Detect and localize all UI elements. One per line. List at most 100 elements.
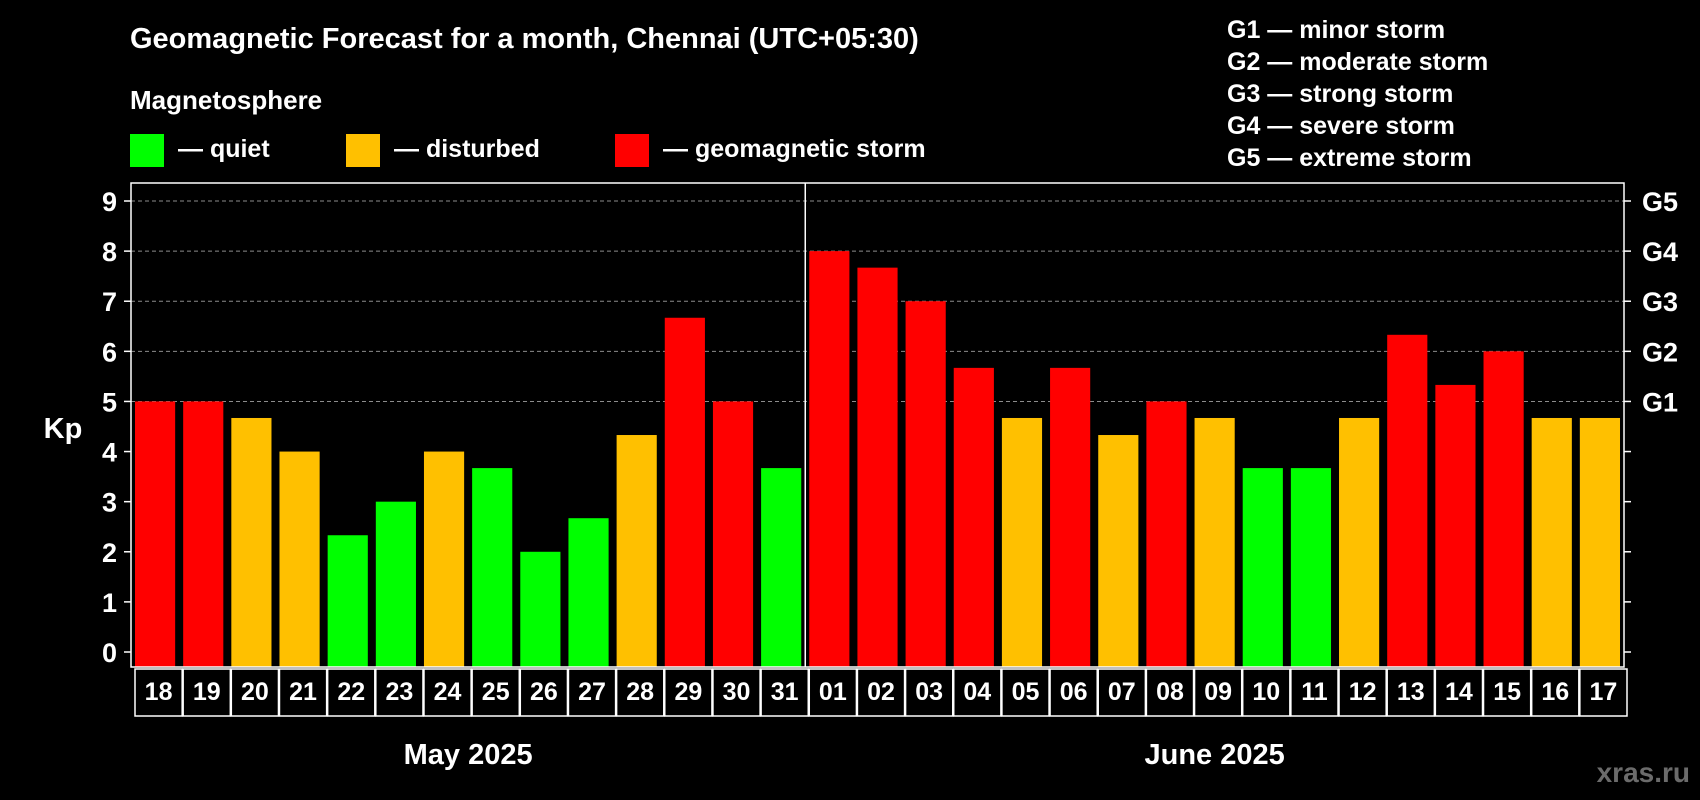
legend-label-0: — quiet (178, 135, 270, 163)
bar-18 (135, 401, 176, 667)
day-label-29: 29 (674, 678, 702, 706)
day-label-22: 22 (337, 678, 365, 706)
day-label-09: 09 (1204, 678, 1232, 706)
day-label-31: 31 (771, 678, 799, 706)
storm-scale-item-1: G2 — moderate storm (1227, 48, 1488, 76)
right-tick-label-G5: G5 (1642, 187, 1678, 217)
day-box-16 (1530, 668, 1580, 717)
right-tick-label-G4: G4 (1642, 237, 1678, 267)
bar-10 (1242, 468, 1283, 667)
day-label-27: 27 (578, 678, 606, 706)
bar-15 (1483, 351, 1524, 667)
right-tick-label-G2: G2 (1642, 337, 1678, 367)
day-box-12 (1338, 668, 1387, 717)
day-box-15 (1482, 668, 1532, 717)
day-label-18: 18 (145, 678, 173, 706)
day-box-09 (1193, 668, 1243, 717)
bar-17 (1579, 417, 1620, 667)
day-label-06: 06 (1060, 678, 1088, 706)
bar-08 (1146, 401, 1187, 667)
day-box-17 (1579, 668, 1628, 717)
day-box-25 (471, 668, 521, 717)
storm-scale-item-3: G4 — severe storm (1227, 112, 1455, 140)
right-tick-label-G1: G1 (1642, 387, 1678, 417)
magnetosphere-label: Magnetosphere (130, 85, 322, 115)
bar-07 (1098, 435, 1139, 667)
day-box-08 (1145, 668, 1195, 717)
bar-25 (472, 468, 513, 667)
day-label-21: 21 (289, 678, 317, 706)
bar-13 (1387, 334, 1428, 667)
chart-title: Geomagnetic Forecast for a month, Chenna… (130, 23, 919, 55)
day-label-15: 15 (1493, 678, 1521, 706)
day-box-24 (423, 668, 472, 717)
y-tick-label-2: 2 (102, 538, 117, 568)
month-labels: May 2025 June 2025 (404, 739, 1285, 771)
bar-27 (568, 518, 609, 667)
x-axis-day-labels: 18 19 20 21 22 23 24 25 26 27 28 29 30 31 01 02 03 04 05 06… (134, 668, 1628, 717)
g-scale-ticks: G1 G2 G3 G4 G5 (1624, 187, 1678, 653)
day-label-07: 07 (1108, 678, 1136, 706)
day-box-03 (904, 668, 954, 717)
day-box-28 (615, 668, 665, 717)
day-label-23: 23 (385, 678, 413, 706)
bar-11 (1290, 468, 1332, 667)
day-label-17: 17 (1590, 678, 1618, 706)
day-label-20: 20 (241, 678, 269, 706)
legend-swatch-2 (615, 134, 649, 167)
day-box-13 (1386, 668, 1436, 717)
day-box-18 (134, 668, 183, 717)
day-box-30 (712, 668, 761, 717)
month-label-1: June 2025 (1144, 739, 1284, 771)
day-box-23 (375, 668, 424, 717)
legend: — quiet — disturbed — geomagnetic storm (130, 134, 926, 167)
bar-21 (279, 451, 320, 667)
y-tick-label-0: 0 (102, 638, 117, 668)
day-label-30: 30 (723, 678, 751, 706)
y-tick-label-8: 8 (102, 237, 117, 267)
day-label-14: 14 (1445, 678, 1473, 706)
day-box-27 (567, 668, 617, 717)
watermark: xras.ru (1597, 757, 1690, 788)
bar-03 (905, 301, 946, 667)
bar-31 (761, 468, 802, 667)
y-axis-label: Kp (44, 413, 83, 445)
day-label-08: 08 (1156, 678, 1184, 706)
storm-scale-item-4: G5 — extreme storm (1227, 144, 1472, 172)
day-label-02: 02 (867, 678, 895, 706)
day-label-28: 28 (626, 678, 654, 706)
day-box-11 (1290, 668, 1339, 717)
y-tick-label-6: 6 (102, 337, 117, 367)
legend-label-2: — geomagnetic storm (663, 135, 926, 163)
legend-swatch-0 (130, 134, 164, 167)
bar-26 (520, 551, 561, 667)
storm-scale-item-0: G1 — minor storm (1227, 16, 1445, 44)
day-label-10: 10 (1252, 678, 1280, 706)
day-box-05 (1001, 668, 1050, 717)
y-tick-label-4: 4 (102, 438, 117, 468)
bar-30 (712, 401, 754, 667)
day-box-04 (952, 668, 1002, 717)
day-label-25: 25 (482, 678, 510, 706)
day-box-10 (1241, 668, 1291, 717)
y-tick-label-1: 1 (102, 588, 117, 618)
day-label-04: 04 (963, 678, 991, 706)
y-tick-label-3: 3 (102, 488, 117, 518)
bar-28 (616, 435, 657, 667)
bar-12 (1339, 417, 1380, 667)
day-label-13: 13 (1397, 678, 1425, 706)
bar-05 (1001, 417, 1043, 667)
plot-frame (130, 182, 1625, 668)
day-label-12: 12 (1349, 678, 1377, 706)
legend-swatch-1 (346, 134, 380, 167)
day-box-29 (664, 668, 713, 717)
right-tick-label-G3: G3 (1642, 287, 1678, 317)
day-box-01 (808, 668, 858, 717)
bar-23 (375, 501, 416, 667)
bar-01 (809, 251, 850, 668)
bar-06 (1050, 367, 1091, 667)
bar-16 (1531, 417, 1572, 667)
bar-29 (664, 317, 705, 667)
day-label-01: 01 (819, 678, 847, 706)
